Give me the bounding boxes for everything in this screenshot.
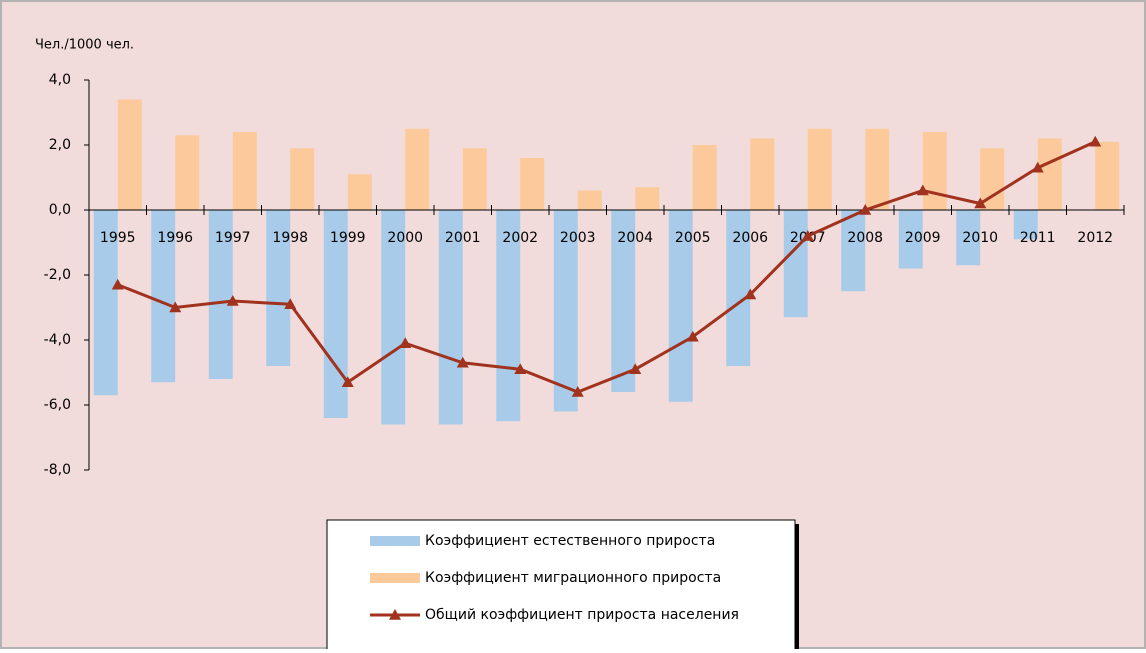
bar [668,210,693,402]
marker [571,386,584,397]
marker [744,288,757,300]
marker [169,301,182,313]
legend-swatch [370,536,420,546]
x-tick-label: 1996 [157,230,193,246]
marker [456,356,469,368]
marker [1089,135,1102,147]
x-tick-label: 2005 [675,230,711,246]
bar [898,210,923,269]
bar [208,210,233,379]
bar [1013,210,1038,240]
bar [323,210,348,418]
marker [1031,161,1044,173]
legend-marker [389,609,401,620]
legend-label: Коэффициент миграционного прироста [425,570,721,586]
y-tick-label: 4,0 [49,72,71,88]
marker [859,204,872,215]
bar [865,128,890,210]
marker [341,376,354,388]
x-tick-label: 2009 [905,230,941,246]
marker [916,184,929,196]
bar [807,128,832,210]
bar [381,210,406,425]
bar [438,210,463,425]
y-axis-label: Чел./1000 чел. [35,38,134,53]
bar [611,210,636,392]
y-tick-label: 0,0 [49,202,71,218]
bar [290,148,315,210]
x-tick-label: 2002 [502,230,538,246]
y-tick-label: -6,0 [44,397,71,413]
bar [117,99,142,210]
y-tick-label: -2,0 [44,267,71,283]
bar [783,210,808,318]
legend-label: Коэффициент естественного прироста [425,533,715,549]
marker [284,298,297,310]
x-tick-label: 1998 [272,230,308,246]
bar [692,145,717,210]
x-tick-label: 1997 [215,230,251,246]
line [117,140,1096,394]
marker [399,337,412,349]
bar [922,132,947,210]
bar [1095,141,1120,210]
marker [514,363,527,375]
bar [1037,138,1062,210]
x-tick-label: 2006 [732,230,768,246]
x-tick-label: 2008 [847,230,883,246]
marker [801,230,814,241]
bar [956,210,981,266]
bar [841,210,866,292]
marker [111,278,124,290]
bar [726,210,751,366]
marker [629,363,642,375]
marker [686,330,699,342]
bar [93,210,118,396]
x-tick-label: 2003 [560,230,596,246]
legend-label: Общий коэффициент прироста населения [425,607,739,623]
x-tick-label: 2011 [1020,230,1056,246]
bar [347,174,372,210]
bar [462,148,487,210]
bar [750,138,775,210]
marker [974,197,987,209]
y-tick-label: -8,0 [44,462,71,478]
x-tick-label: 2004 [617,230,653,246]
bar [635,187,660,210]
bar [232,132,257,210]
x-tick-label: 1995 [100,230,136,246]
bar [577,190,602,210]
x-tick-label: 2000 [387,230,423,246]
bar [405,128,430,210]
bar [175,135,200,210]
legend-swatch [370,573,420,583]
bar [520,158,545,210]
x-tick-label: 2012 [1077,230,1113,246]
y-tick-label: 2,0 [49,137,71,153]
x-tick-label: 2010 [962,230,998,246]
y-tick-label: -4,0 [44,332,71,348]
bar [496,210,521,422]
bar [151,210,176,383]
bar [553,210,578,412]
bar [266,210,291,366]
marker [226,295,239,306]
x-tick-label: 1999 [330,230,366,246]
x-tick-label: 2001 [445,230,481,246]
